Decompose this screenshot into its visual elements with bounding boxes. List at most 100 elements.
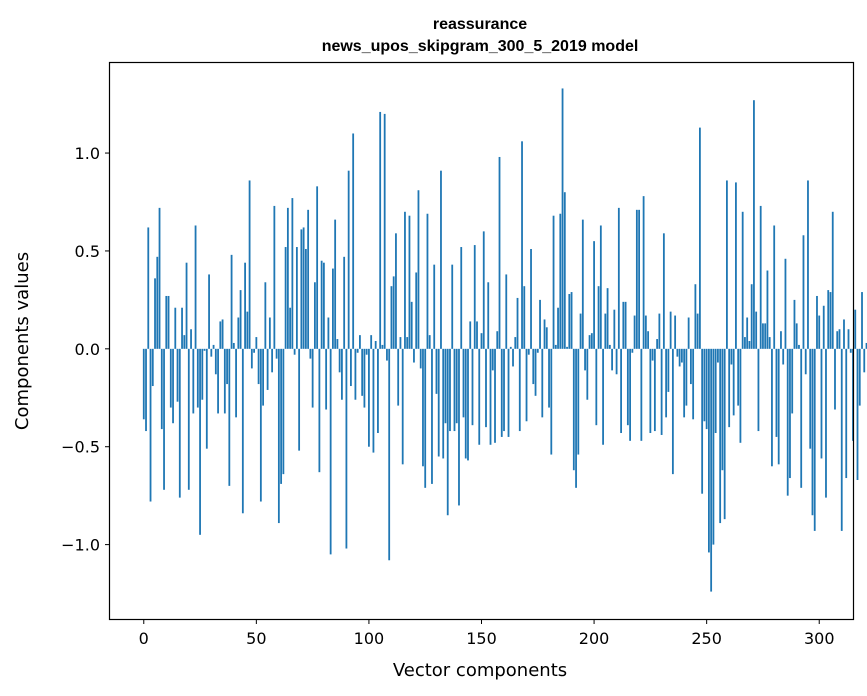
bar-40 — [232, 342, 235, 349]
bar-155 — [491, 348, 494, 371]
bar-179 — [545, 327, 548, 349]
bar-209 — [613, 309, 616, 349]
bar-270 — [750, 284, 753, 349]
bar-233 — [667, 348, 670, 392]
bar-276 — [764, 323, 767, 349]
bar-134 — [444, 348, 447, 424]
bar-73 — [307, 209, 310, 349]
bar-265 — [739, 348, 742, 443]
bar-204 — [602, 348, 604, 445]
bar-87 — [338, 348, 341, 373]
bar-173 — [532, 348, 535, 385]
bar-253 — [712, 348, 715, 545]
bar-77 — [316, 186, 319, 349]
bar-194 — [579, 313, 582, 349]
bar-169 — [523, 286, 526, 349]
bar-289 — [793, 299, 796, 349]
bar-58 — [273, 205, 276, 349]
bar-297 — [811, 348, 814, 516]
bar-302 — [822, 305, 825, 349]
bar-192 — [575, 348, 577, 488]
bar-229 — [658, 313, 661, 349]
bar-120 — [413, 348, 415, 363]
bar-158 — [498, 156, 501, 349]
bar-271 — [753, 100, 755, 349]
bar-69 — [298, 348, 301, 451]
bar-241 — [685, 348, 688, 406]
bar-17 — [181, 307, 183, 349]
bar-144 — [467, 348, 469, 461]
y-tick-label: 0.0 — [75, 340, 100, 359]
x-tick-label: 50 — [246, 629, 266, 648]
bar-243 — [689, 348, 692, 385]
bar-107 — [383, 113, 386, 349]
bar-62 — [282, 348, 285, 475]
bar-75 — [311, 348, 314, 408]
bar-310 — [840, 348, 843, 531]
bar-63 — [284, 247, 287, 349]
bar-293 — [802, 235, 805, 349]
bar-228 — [656, 339, 659, 349]
bar-55 — [266, 348, 269, 390]
bar-296 — [809, 348, 812, 449]
bar-42 — [237, 317, 240, 349]
bar-164 — [512, 348, 514, 367]
bar-279 — [771, 348, 773, 467]
bar-11 — [167, 295, 170, 349]
bar-141 — [460, 247, 463, 349]
bar-187 — [563, 192, 566, 349]
bar-207 — [608, 344, 611, 349]
bar-36 — [223, 348, 226, 414]
bar-88 — [341, 348, 343, 400]
bar-284 — [782, 348, 785, 365]
bar-291 — [798, 344, 800, 349]
bar-9 — [163, 348, 165, 490]
bar-52 — [259, 348, 262, 502]
bar-72 — [304, 248, 307, 349]
bar-21 — [190, 329, 192, 349]
plot-area-frame — [108, 61, 855, 621]
y-tick-label: 1.0 — [75, 144, 100, 163]
bar-153 — [487, 282, 490, 349]
bar-306 — [831, 211, 834, 349]
bar-126 — [426, 213, 429, 349]
x-axis-ticks: 0 50 100 150 200 250 300 — [139, 619, 835, 648]
bar-266 — [741, 211, 744, 349]
bar-182 — [552, 215, 555, 349]
bar-188 — [566, 346, 568, 349]
bar-60 — [277, 348, 280, 524]
bar-236 — [674, 315, 677, 349]
bar-12 — [169, 348, 172, 408]
bar-278 — [768, 337, 771, 349]
bar-102 — [372, 348, 375, 453]
bar-32 — [214, 348, 217, 375]
bar-212 — [620, 348, 622, 434]
bar-121 — [415, 272, 418, 349]
bar-111 — [392, 276, 395, 349]
bar-65 — [289, 307, 292, 349]
bar-165 — [514, 337, 517, 349]
bar-106 — [381, 344, 384, 349]
bar-307 — [834, 348, 836, 410]
bar-275 — [762, 323, 764, 349]
bar-202 — [597, 286, 600, 349]
bar-103 — [374, 341, 377, 349]
bar-50 — [255, 337, 258, 349]
bar-49 — [253, 348, 255, 353]
bar-257 — [721, 348, 724, 471]
bar-76 — [313, 282, 316, 349]
bar-14 — [174, 307, 177, 349]
bar-222 — [642, 196, 645, 349]
bar-313 — [847, 329, 850, 349]
bar-142 — [462, 348, 465, 418]
bar-6 — [156, 256, 159, 349]
bar-67 — [293, 348, 296, 355]
bar-53 — [262, 348, 264, 406]
bar-268 — [746, 317, 749, 349]
bar-152 — [485, 348, 487, 428]
bar-255 — [717, 348, 719, 363]
bar-124 — [422, 348, 424, 467]
bar-154 — [489, 348, 492, 445]
x-axis-label: Vector components — [393, 660, 567, 681]
bar-94 — [354, 348, 357, 400]
